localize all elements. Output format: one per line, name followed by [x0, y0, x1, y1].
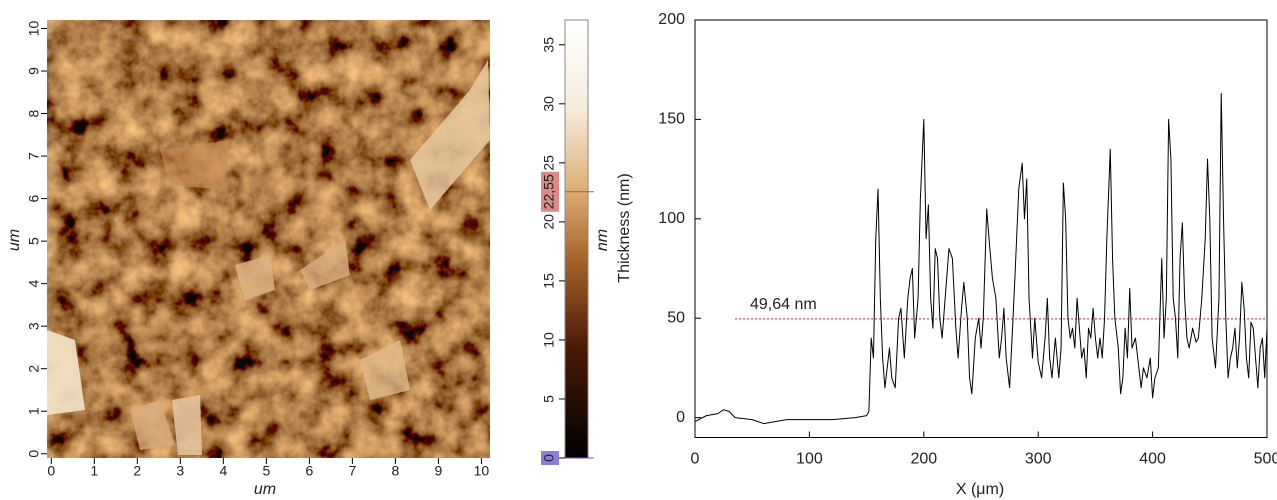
y-axis-title: Thickness (nm) — [616, 173, 633, 282]
y-tick-label: 9 — [26, 67, 42, 75]
colorbar-tick-label: 20 — [541, 214, 557, 230]
x-tick-label: 100 — [796, 451, 823, 468]
y-tick-label: 8 — [26, 109, 42, 117]
x-tick-label: 3 — [176, 463, 184, 479]
y-tick-label: 50 — [667, 309, 685, 326]
y-tick-label: 6 — [26, 195, 42, 203]
colorbar-tick-label: 5 — [541, 395, 557, 403]
x-tick-label: 0 — [47, 463, 55, 479]
x-axis-title: X (μm) — [956, 481, 1004, 498]
x-tick-label: 200 — [910, 451, 937, 468]
image-y-label: um — [6, 229, 23, 251]
y-tick-label: 2 — [26, 365, 42, 373]
image-x-label: um — [254, 481, 276, 498]
afm-image — [47, 20, 490, 458]
y-tick-label: 100 — [658, 210, 685, 227]
x-tick-label: 300 — [1025, 451, 1052, 468]
x-tick-label: 0 — [691, 451, 700, 468]
y-tick-label: 5 — [26, 237, 42, 245]
colorbar-tick-label: 15 — [541, 273, 557, 289]
y-tick-label: 200 — [658, 11, 685, 28]
x-tick-label: 400 — [1139, 451, 1166, 468]
y-tick-label: 0 — [676, 409, 685, 426]
colorbar-marker-box — [541, 171, 559, 212]
x-tick-label: 1 — [90, 463, 98, 479]
line-series — [694, 93, 1268, 425]
x-tick-label: 6 — [305, 463, 313, 479]
y-tick-label: 3 — [26, 322, 42, 330]
x-tick-label: 500 — [1254, 451, 1277, 468]
x-tick-label: 10 — [474, 463, 490, 479]
y-tick-label: 10 — [26, 21, 42, 37]
colorbar — [564, 19, 589, 459]
x-tick-label: 7 — [348, 463, 356, 479]
colorbar-tick-label: 10 — [541, 332, 557, 348]
x-tick-label: 9 — [434, 463, 442, 479]
x-tick-label: 8 — [391, 463, 399, 479]
colorbar-label: nm — [594, 229, 611, 251]
x-tick-label: 4 — [219, 463, 227, 479]
reference-label: 49,64 nm — [750, 296, 817, 313]
colorbar-marker-label: 22,55 — [541, 174, 557, 209]
colorbar-marker-box — [541, 451, 559, 465]
y-tick-label: 0 — [26, 450, 42, 458]
plot-frame — [694, 19, 1268, 438]
y-tick-label: 150 — [658, 111, 685, 128]
y-tick-label: 7 — [26, 152, 42, 160]
colorbar-marker-label: 0 — [541, 454, 557, 462]
colorbar-tick-label: 30 — [541, 96, 557, 112]
colorbar-tick-label: 35 — [541, 37, 557, 53]
x-tick-label: 5 — [262, 463, 270, 479]
y-tick-label: 4 — [26, 280, 42, 288]
colorbar-tick-label: 25 — [541, 155, 557, 171]
y-tick-label: 1 — [26, 407, 42, 415]
x-tick-label: 2 — [133, 463, 141, 479]
